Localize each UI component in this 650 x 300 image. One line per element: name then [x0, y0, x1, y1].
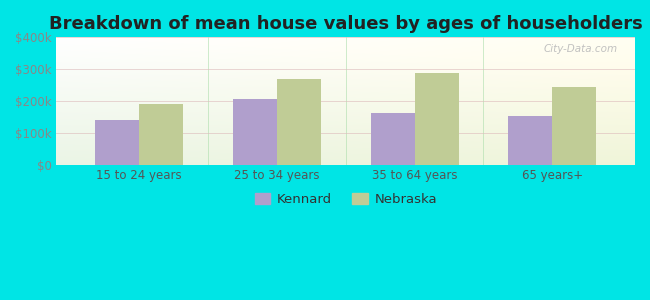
- Bar: [370, 113, 415, 165]
- Bar: [415, 73, 459, 165]
- Bar: [277, 79, 321, 165]
- Bar: [139, 103, 183, 165]
- Bar: [233, 99, 277, 165]
- Text: City-Data.com: City-Data.com: [543, 44, 618, 54]
- Bar: [95, 120, 139, 165]
- Bar: [552, 87, 597, 165]
- Legend: Kennard, Nebraska: Kennard, Nebraska: [249, 188, 442, 212]
- Title: Breakdown of mean house values by ages of householders: Breakdown of mean house values by ages o…: [49, 15, 643, 33]
- Bar: [508, 116, 552, 165]
